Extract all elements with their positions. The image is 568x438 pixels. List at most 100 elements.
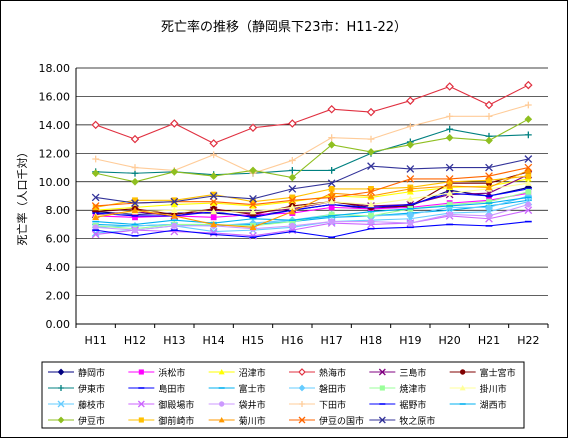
data-point-23 [406,165,415,173]
legend-swatch-marker [218,369,225,375]
data-point-12 [170,206,178,213]
legend-label: 伊豆市 [78,415,105,427]
data-point-20 [446,178,453,185]
legend-label: 焼津市 [399,383,426,395]
legend-label: 富士市 [239,383,266,395]
data-point-16 [406,122,414,130]
data-point-11 [525,188,532,195]
data-point-11 [289,218,296,225]
data-point-23 [209,192,218,200]
legend-box [41,361,525,429]
data-point-23 [249,194,257,203]
legend-swatch-marker [298,416,306,424]
y-tick-label: 0.00 [46,318,71,331]
x-tick-label: H18 [360,334,382,347]
y-axis-label: 死亡率（人口千対） [15,147,29,246]
data-point-19 [327,140,336,149]
data-point-19 [131,177,139,186]
x-tick-label: H11 [85,334,107,347]
legend-label: 伊東市 [78,383,105,395]
data-point-14 [524,206,533,215]
data-point-15 [171,222,178,229]
data-point-15 [328,218,335,225]
legend-label: 菊川市 [239,415,266,427]
data-point-4 [366,107,376,117]
legend-swatch-marker [138,369,144,375]
data-point-12 [524,179,532,186]
data-point-22 [327,193,336,202]
legend-swatch-marker [218,401,225,407]
data-point-19 [288,173,297,182]
x-tick-label: H19 [399,334,421,347]
data-point-21 [367,192,375,199]
legend-label: 伊豆の国市 [319,415,364,427]
data-point-20 [132,197,138,204]
series-line-8 [95,188,529,218]
data-point-20 [171,197,178,204]
legend-swatch-marker [299,401,305,407]
data-point-19 [170,167,179,176]
data-point-12 [210,208,218,215]
data-point-2 [210,214,217,221]
series-line-18 [95,196,529,225]
data-point-4 [406,96,415,105]
legend-swatch-marker [378,416,386,424]
data-point-20 [210,191,217,198]
legend-swatch-marker [57,400,65,408]
series-line-7 [95,128,529,176]
data-point-15 [407,219,414,227]
data-point-21 [249,223,257,231]
series-line-19 [95,118,529,183]
y-tick-label: 6.00 [46,233,71,246]
data-point-16 [485,112,493,120]
x-tick-label: H15 [242,334,264,347]
series-line-6 [95,171,529,216]
data-point-4 [248,123,258,132]
x-tick-label: H14 [203,334,225,347]
data-point-22 [288,196,297,205]
legend-label: 島田市 [158,383,185,395]
data-point-19 [367,148,375,156]
data-point-15 [446,211,453,218]
data-point-22 [485,172,493,180]
legend-label: 三島市 [399,367,426,379]
data-point-4 [91,120,100,130]
data-point-7 [328,167,336,174]
data-point-12 [328,198,336,205]
data-point-14 [249,231,257,240]
legend-label: 下田市 [319,399,346,411]
legend-label: 牧之原市 [399,415,435,427]
data-point-12 [288,203,296,211]
legend-swatch-marker [378,368,386,376]
data-point-22 [406,175,415,183]
data-point-4 [130,134,140,144]
legend-label: 御前崎市 [158,415,194,427]
data-point-23 [367,162,375,170]
legend-swatch-marker [298,384,306,392]
x-tick-label: H12 [124,334,146,347]
data-point-23 [170,197,179,206]
data-point-16 [328,134,336,142]
data-point-23 [91,193,100,202]
data-point-20 [289,194,296,201]
legend-label: 磐田市 [319,383,346,395]
data-point-19 [485,136,493,145]
data-point-22 [249,200,257,209]
data-point-19 [209,172,218,180]
data-point-15 [485,212,493,219]
data-point-11 [486,198,492,205]
data-point-2 [328,204,335,211]
series-line-21 [95,169,529,228]
y-tick-label: 16.00 [39,90,71,103]
x-tick-label: H20 [439,334,461,347]
series-line-17 [95,221,529,238]
data-point-21 [446,182,454,189]
data-point-19 [91,169,100,178]
legend-swatch-marker [298,368,306,376]
data-point-15 [289,222,296,229]
data-point-4 [484,100,494,110]
data-point-22 [91,202,100,210]
data-point-16 [288,157,296,164]
data-point-21 [131,206,139,213]
